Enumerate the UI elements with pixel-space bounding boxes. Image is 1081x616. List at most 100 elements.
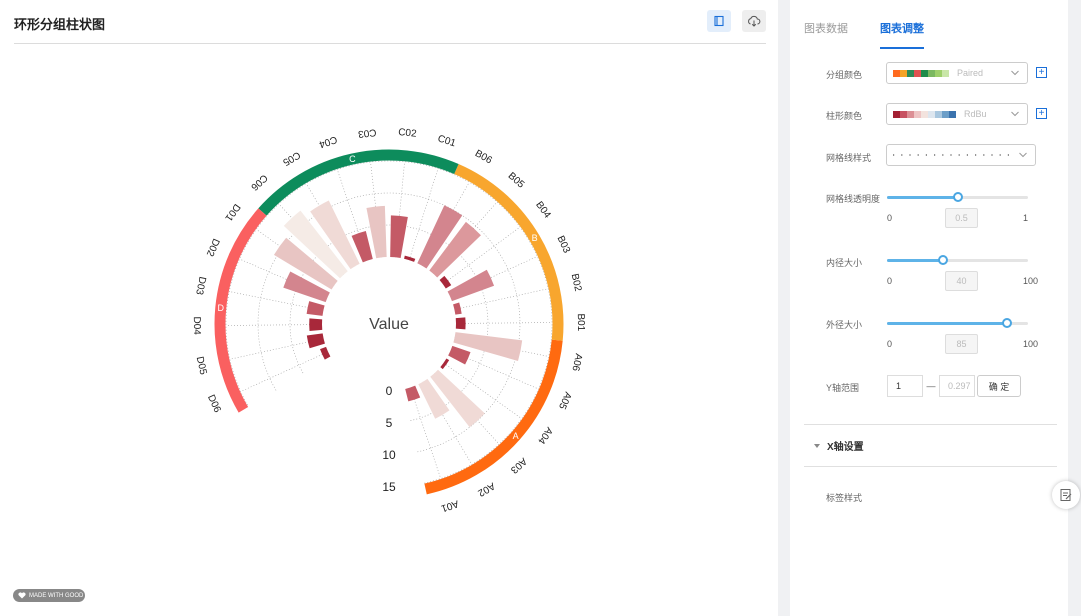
y-max-input[interactable]: 0.297 xyxy=(939,375,975,397)
group-color-swatch xyxy=(914,69,921,77)
category-label: B01 xyxy=(575,313,586,331)
group-ring xyxy=(214,208,267,413)
chevron-down-icon xyxy=(1019,152,1027,158)
grid-spoke xyxy=(408,168,439,261)
bar xyxy=(440,358,450,370)
bar xyxy=(351,231,373,263)
bar-color-swatch xyxy=(935,110,942,118)
outer-radius-max: 100 xyxy=(1023,339,1039,349)
bar xyxy=(309,318,323,331)
chevron-down-icon xyxy=(1011,70,1019,76)
category-label: C05 xyxy=(280,149,302,168)
bar xyxy=(417,205,463,269)
group-label: C xyxy=(349,154,356,164)
bar-color-swatch xyxy=(942,110,949,118)
outer-radius-input[interactable]: 85 xyxy=(945,334,978,354)
heart-logo-icon xyxy=(18,592,26,599)
bar-color-select[interactable]: RdBu xyxy=(886,103,1028,125)
slider-fill xyxy=(887,259,944,262)
y-tick-label: 5 xyxy=(386,416,393,430)
y-tick-label: 15 xyxy=(382,480,396,494)
download-button[interactable] xyxy=(742,10,766,32)
bar xyxy=(448,345,471,365)
settings-tabs: 图表数据 图表调整 xyxy=(804,20,924,49)
bar xyxy=(418,378,450,419)
grid-spoke xyxy=(454,288,549,310)
outer-radius-label: 外径大小 xyxy=(826,320,863,330)
group-ring xyxy=(424,339,563,495)
category-label: A03 xyxy=(508,455,529,475)
center-label: Value xyxy=(369,316,409,333)
y-range-controls: 1 — 0.297 确 定 xyxy=(887,375,1021,397)
category-label: D01 xyxy=(222,202,242,224)
grid-opacity-input[interactable]: 0.5 xyxy=(945,208,978,228)
group-color-swatch xyxy=(921,69,928,77)
section-divider xyxy=(804,424,1057,425)
grid-circle xyxy=(225,160,553,484)
watermark: MADE WITH GOOD xyxy=(13,589,85,602)
category-label: C01 xyxy=(436,133,457,149)
bar xyxy=(320,346,331,360)
bar xyxy=(455,317,466,330)
slider-handle[interactable] xyxy=(952,192,963,202)
tab-chart-adjust[interactable]: 图表调整 xyxy=(880,20,924,49)
grid-style-select[interactable] xyxy=(886,144,1036,166)
bar xyxy=(283,210,348,279)
inner-radius-min: 0 xyxy=(887,276,893,286)
bar-color-swatches xyxy=(893,110,956,118)
category-label: B02 xyxy=(569,273,584,293)
category-label: A06 xyxy=(569,352,583,372)
group-color-label: 分组颜色 xyxy=(826,70,863,80)
grid-opacity-min: 0 xyxy=(887,213,893,223)
category-label: A04 xyxy=(535,425,555,446)
x-axis-section-label: X轴设置 xyxy=(827,442,864,453)
bar xyxy=(273,237,338,290)
x-axis-section-toggle[interactable]: X轴设置 xyxy=(814,438,864,453)
notebook-icon xyxy=(714,15,724,27)
inner-radius-input[interactable]: 40 xyxy=(945,271,978,291)
feedback-button[interactable] xyxy=(1052,481,1080,509)
y-range-dash: — xyxy=(926,381,936,391)
grid-style-label: 网格线样式 xyxy=(826,153,872,163)
y-range-confirm-button[interactable]: 确 定 xyxy=(977,375,1021,397)
category-label: D04 xyxy=(191,316,202,335)
slider-fill xyxy=(887,196,958,199)
bar-color-value: RdBu xyxy=(964,109,987,119)
slider-handle[interactable] xyxy=(1001,318,1012,328)
bar xyxy=(306,333,325,349)
bar-color-swatch xyxy=(921,110,928,118)
edit-note-icon xyxy=(1060,489,1072,501)
bar xyxy=(405,385,421,402)
category-label: B06 xyxy=(473,148,494,167)
inner-radius-label: 内径大小 xyxy=(826,258,863,268)
tab-chart-data[interactable]: 图表数据 xyxy=(804,23,848,35)
y-tick-label: 10 xyxy=(382,448,396,462)
category-label: A01 xyxy=(439,498,460,514)
bar xyxy=(390,215,408,259)
category-label: B03 xyxy=(555,234,573,255)
outer-radius-slider[interactable] xyxy=(887,318,1028,328)
group-color-select[interactable]: Paired xyxy=(886,62,1028,84)
category-label: D02 xyxy=(204,237,222,259)
template-button[interactable] xyxy=(707,10,731,32)
category-label: D06 xyxy=(205,393,223,415)
bar xyxy=(310,200,360,270)
bar-color-label: 柱形颜色 xyxy=(826,111,863,121)
category-label: B04 xyxy=(533,200,553,221)
y-min-input[interactable]: 1 xyxy=(887,375,923,397)
slider-handle[interactable] xyxy=(938,255,949,265)
slider-fill xyxy=(887,322,1007,325)
grid-opacity-slider[interactable] xyxy=(887,192,1028,202)
add-group-color-button[interactable]: + xyxy=(1036,67,1047,78)
group-color-swatch xyxy=(935,69,942,77)
group-color-swatch xyxy=(942,69,949,77)
grid-spoke xyxy=(226,324,323,326)
add-bar-color-button[interactable]: + xyxy=(1036,108,1047,119)
bar xyxy=(439,275,452,289)
inner-radius-slider[interactable] xyxy=(887,255,1028,265)
grid-spoke xyxy=(455,322,552,324)
group-label: A xyxy=(513,431,519,441)
group-ring xyxy=(454,163,564,341)
group-color-value: Paired xyxy=(957,68,984,78)
